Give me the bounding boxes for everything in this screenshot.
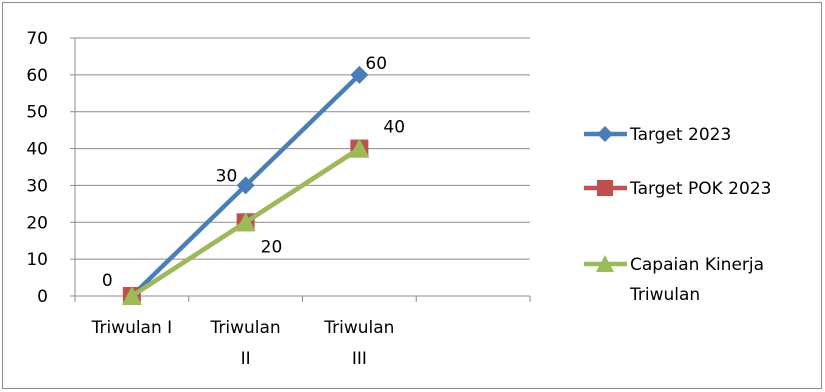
x-tick-label: II: [241, 349, 251, 369]
legend-swatch-marker: [597, 126, 613, 142]
data-point: [350, 65, 369, 84]
data-point: [121, 286, 142, 305]
x-tick-label: Triwulan: [210, 318, 281, 338]
legend-label: Target POK 2023: [629, 179, 771, 199]
legend-swatch-marker: [597, 180, 613, 196]
legend-label: Target 2023: [629, 125, 731, 145]
y-tick-label: 0: [37, 287, 48, 307]
y-tick-label: 50: [26, 103, 48, 123]
y-tick-label: 60: [26, 66, 48, 86]
x-tick-label: Triwulan: [323, 318, 394, 338]
data-label: 30: [216, 166, 238, 186]
x-tick-label: III: [352, 349, 367, 369]
legend-label: Capaian Kinerja: [630, 255, 764, 275]
data-point: [235, 212, 256, 232]
data-label: 40: [383, 118, 405, 138]
y-tick-label: 70: [26, 29, 48, 49]
y-tick-label: 30: [26, 176, 48, 196]
y-tick-label: 10: [26, 250, 48, 270]
data-label: 60: [365, 54, 387, 74]
y-tick-label: 20: [26, 213, 48, 233]
data-label: 0: [102, 271, 113, 291]
data-point: [236, 176, 255, 195]
data-point: [349, 138, 370, 158]
y-tick-label: 40: [26, 140, 48, 160]
legend-swatch-marker: [596, 255, 614, 272]
legend-label: Triwulan: [629, 285, 700, 305]
x-tick-label: Triwulan I: [91, 318, 173, 338]
data-label: 20: [261, 237, 283, 257]
